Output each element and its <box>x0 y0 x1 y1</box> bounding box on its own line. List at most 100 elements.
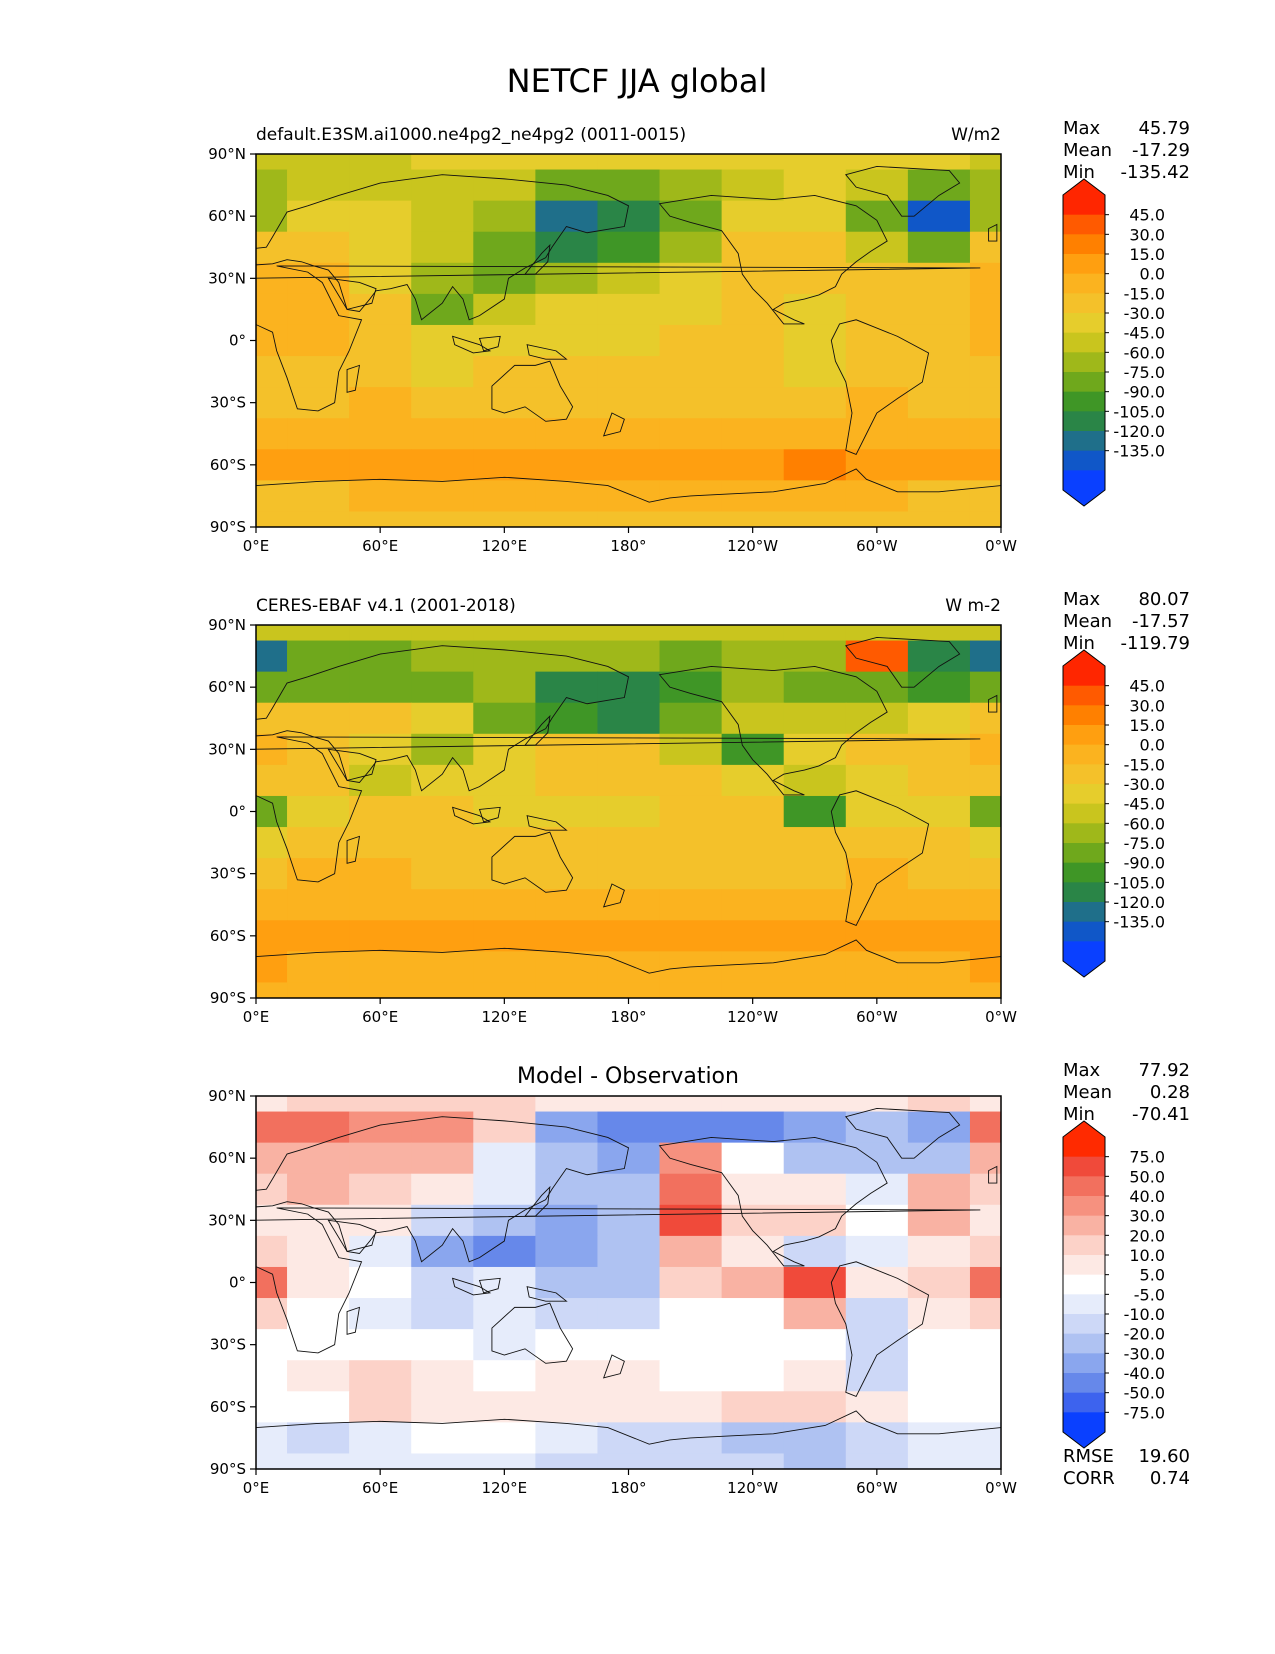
heatmap-cell <box>535 1235 599 1268</box>
lon-tick-label: 60°E <box>362 1479 398 1497</box>
colorbar-tick-label: 10.0 <box>1129 1246 1165 1265</box>
heatmap-cell <box>411 511 474 527</box>
heatmap-cell <box>907 920 971 952</box>
heatmap-cell <box>721 920 785 952</box>
heatmap-cell <box>535 1329 599 1361</box>
heatmap-cell <box>287 1329 350 1361</box>
heatmap-cell <box>907 1266 971 1299</box>
heatmap-cell <box>411 1235 474 1268</box>
heatmap-cell <box>969 231 1001 264</box>
heatmap-cell <box>535 1266 599 1299</box>
panel-model-map <box>256 154 1001 527</box>
heatmap-cell <box>473 951 536 984</box>
colorbar-tick-label: 15.0 <box>1129 716 1165 735</box>
lat-tick-label: 0° <box>229 1274 246 1292</box>
heatmap-cell <box>473 480 536 513</box>
heatmap-cell <box>597 827 661 859</box>
heatmap-cell <box>597 231 661 264</box>
heatmap-cell <box>287 200 350 233</box>
heatmap-cell <box>287 640 350 673</box>
heatmap-cell <box>411 449 474 481</box>
heatmap-cell <box>783 449 847 481</box>
heatmap-cell <box>535 154 599 171</box>
panel-model-axes: 90°N 60°N 30°N 0° 30°S 60°S 90°S0°E 60°E 120°E 18… <box>208 145 1017 555</box>
colorbar-tick-label: -30.0 <box>1124 304 1165 323</box>
heatmap-cell <box>783 154 847 171</box>
colorbar-segment <box>1063 685 1105 706</box>
heatmap-cell <box>287 262 350 295</box>
heatmap-cell <box>473 858 536 890</box>
heatmap-cell <box>845 951 909 984</box>
colorbar-top-arrow <box>1063 179 1105 196</box>
heatmap-cell <box>597 982 661 998</box>
heatmap-cell <box>473 1111 536 1144</box>
heatmap-cell <box>659 324 723 357</box>
colorbar-tick-label: 15.0 <box>1129 245 1165 264</box>
lat-tick-label: 90°S <box>210 989 246 1007</box>
heatmap-cell <box>597 764 661 797</box>
heatmap-cell <box>473 640 536 673</box>
stat-label: Min <box>1063 1104 1095 1125</box>
lat-tick-label: 90°N <box>208 1087 246 1105</box>
heatmap-cell <box>256 293 288 326</box>
heatmap-cell <box>907 671 971 704</box>
colorbar-segment <box>1063 823 1105 844</box>
panel-observation-colorbar: 45.030.015.00.0-15.0-30.0-45.0-60.0-75.0… <box>1062 649 1165 978</box>
heatmap-cell <box>907 324 971 357</box>
lon-tick-label: 180° <box>610 537 646 555</box>
lat-tick-label: 90°N <box>208 145 246 163</box>
heatmap-cell <box>473 982 536 998</box>
heatmap-cell <box>287 1298 350 1330</box>
heatmap-cell <box>256 1298 288 1330</box>
heatmap-cell <box>783 640 847 673</box>
heatmap-cell <box>349 169 412 202</box>
heatmap-cell <box>907 1422 971 1455</box>
heatmap-cell <box>411 1142 474 1175</box>
heatmap-cell <box>783 387 847 419</box>
panel-observation-axes: 90°N 60°N 30°N 0° 30°S 60°S 90°S0°E 60°E 120°E 18… <box>208 616 1017 1026</box>
heatmap-cell <box>535 733 599 766</box>
heatmap-cell <box>845 640 909 673</box>
heatmap-cell <box>287 356 350 388</box>
heatmap-cell <box>907 640 971 673</box>
heatmap-cell <box>349 764 412 797</box>
stat-label: Min <box>1063 162 1095 183</box>
colorbar-segment <box>1063 764 1105 785</box>
colorbar-tick-label: 45.0 <box>1129 206 1165 225</box>
heatmap-cell <box>473 1391 536 1423</box>
colorbar-segment <box>1063 1176 1105 1197</box>
heatmap-cell <box>535 671 599 704</box>
heatmap-cell <box>597 640 661 673</box>
heatmap-cell <box>349 480 412 513</box>
heatmap-cell <box>535 387 599 419</box>
heatmap-cell <box>411 154 474 171</box>
heatmap-cell <box>659 231 723 264</box>
heatmap-cell <box>969 982 1001 998</box>
colorbar-segment <box>1063 744 1105 765</box>
colorbar-segment <box>1063 1353 1105 1374</box>
heatmap-cell <box>783 889 847 921</box>
heatmap-cell <box>287 858 350 890</box>
footer-stat-value: 0.74 <box>1150 1468 1190 1489</box>
heatmap-cell <box>256 262 288 295</box>
heatmap-cell <box>349 1096 412 1113</box>
heatmap-cell <box>845 764 909 797</box>
lon-tick-label: 60°W <box>856 537 898 555</box>
colorbar-tick-label: -60.0 <box>1124 814 1165 833</box>
heatmap-cell <box>349 1235 412 1268</box>
heatmap-cell <box>845 1266 909 1299</box>
heatmap-cell <box>287 293 350 326</box>
heatmap-cell <box>845 154 909 171</box>
heatmap-cell <box>287 1453 350 1469</box>
colorbar-bottom-arrow <box>1063 960 1105 977</box>
heatmap-cell <box>907 858 971 890</box>
heatmap-cell <box>535 764 599 797</box>
lon-tick-label: 120°W <box>727 1479 778 1497</box>
heatmap-cell <box>845 1329 909 1361</box>
heatmap-cell <box>969 324 1001 357</box>
heatmap-cell <box>907 1453 971 1469</box>
heatmap-cell <box>845 511 909 527</box>
heatmap-cell <box>969 764 1001 797</box>
heatmap-cell <box>349 1142 412 1175</box>
